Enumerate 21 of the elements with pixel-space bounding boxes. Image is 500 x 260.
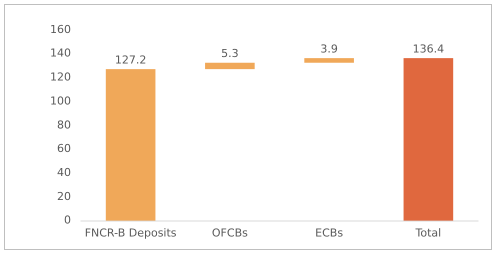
bar [304, 58, 354, 63]
x-tick-label: FNCR-B Deposits [84, 226, 177, 240]
bar [404, 58, 454, 221]
data-label: 5.3 [221, 47, 239, 60]
data-label: 136.4 [412, 42, 444, 56]
y-tick-label: 100 [50, 94, 71, 108]
y-tick-label: 160 [50, 22, 71, 36]
y-tick-label: 40 [56, 166, 71, 179]
data-label: 127.2 [114, 53, 146, 66]
y-tick-label: 60 [56, 142, 71, 156]
data-label: 3.9 [320, 42, 338, 56]
x-tick-label: OFCBs [212, 226, 248, 240]
y-tick-label: 80 [56, 118, 71, 132]
y-tick-label: 20 [56, 190, 71, 203]
x-tick-label: Total [414, 226, 442, 240]
bar [106, 69, 156, 221]
x-tick-label: ECBs [315, 226, 344, 240]
y-tick-label: 140 [50, 46, 71, 60]
bar [205, 62, 255, 70]
y-tick-label: 0 [64, 214, 71, 227]
y-tick-label: 120 [50, 70, 71, 84]
